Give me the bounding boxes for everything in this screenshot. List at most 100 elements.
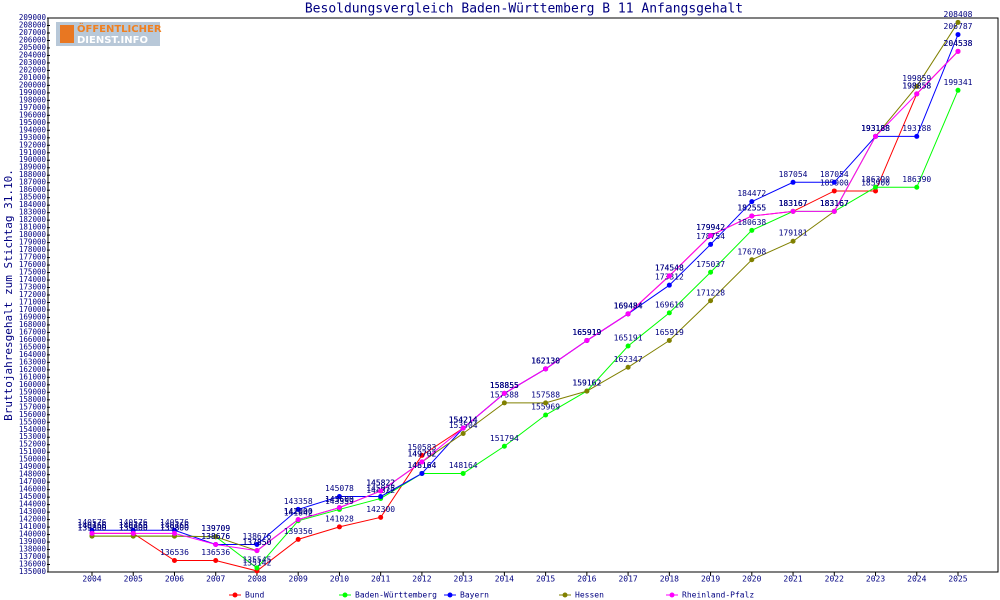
logo-icon — [60, 25, 74, 43]
data-label: 182555 — [737, 203, 766, 212]
y-tick-label: 205000 — [19, 43, 47, 52]
y-tick-label: 161000 — [19, 372, 47, 381]
data-label: 162130 — [531, 356, 560, 365]
data-label: 154214 — [449, 416, 478, 425]
data-label: 193188 — [861, 124, 890, 133]
data-point — [295, 517, 301, 523]
legend-marker — [669, 592, 675, 598]
data-label: 162347 — [614, 355, 643, 364]
data-point — [419, 459, 425, 465]
data-point — [378, 514, 384, 520]
y-tick-label: 192000 — [19, 140, 47, 149]
data-point — [543, 400, 549, 406]
data-label: 140166 — [160, 521, 189, 530]
y-tick-label: 173000 — [19, 283, 47, 292]
x-tick-label: 2008 — [247, 575, 266, 584]
data-point — [914, 91, 920, 97]
data-point — [955, 32, 961, 38]
data-label: 137850 — [242, 538, 271, 547]
data-label: 193188 — [861, 124, 890, 133]
data-label: 140166 — [78, 521, 107, 530]
y-tick-label: 187000 — [19, 178, 47, 187]
data-label: 142000 — [284, 507, 313, 516]
y-tick-label: 146000 — [19, 485, 47, 494]
data-label: 154214 — [449, 416, 478, 425]
y-tick-label: 200000 — [19, 80, 47, 89]
y-tick-label: 182000 — [19, 215, 47, 224]
y-tick-label: 190000 — [19, 155, 47, 164]
data-label: 204538 — [944, 39, 973, 48]
y-tick-label: 172000 — [19, 290, 47, 299]
data-label: 175037 — [696, 260, 725, 269]
y-tick-label: 188000 — [19, 170, 47, 179]
y-tick-label: 141000 — [19, 522, 47, 531]
y-tick-label: 199000 — [19, 88, 47, 97]
data-label: 187054 — [779, 170, 808, 179]
data-label: 165919 — [655, 328, 684, 337]
data-point — [543, 366, 549, 372]
data-point — [955, 87, 961, 93]
data-point — [213, 541, 219, 547]
x-tick-label: 2011 — [371, 575, 390, 584]
data-label: 140166 — [119, 521, 148, 530]
data-point — [419, 470, 425, 476]
y-tick-label: 208000 — [19, 20, 47, 29]
data-point — [708, 233, 714, 239]
data-point — [666, 282, 672, 288]
data-point — [460, 430, 466, 436]
y-tick-label: 139000 — [19, 537, 47, 546]
y-tick-label: 191000 — [19, 148, 47, 157]
y-tick-label: 179000 — [19, 238, 47, 247]
data-label: 184472 — [737, 189, 766, 198]
data-point — [336, 505, 342, 511]
y-tick-label: 143000 — [19, 507, 47, 516]
data-point — [749, 199, 755, 205]
data-label: 169484 — [614, 301, 643, 310]
y-tick-label: 168000 — [19, 320, 47, 329]
y-tick-label: 160000 — [19, 380, 47, 389]
y-tick-label: 165000 — [19, 342, 47, 351]
data-point — [749, 227, 755, 233]
data-point — [254, 541, 260, 547]
y-tick-label: 136000 — [19, 560, 47, 569]
data-label: 159162 — [572, 379, 601, 388]
y-tick-label: 198000 — [19, 95, 47, 104]
data-point — [336, 524, 342, 530]
series-line — [92, 22, 959, 552]
data-label: 174548 — [655, 263, 684, 272]
y-tick-label: 169000 — [19, 312, 47, 321]
data-label: 179942 — [696, 223, 725, 232]
x-tick-label: 2012 — [412, 575, 431, 584]
data-label: 162130 — [531, 356, 560, 365]
x-tick-label: 2016 — [577, 575, 596, 584]
y-tick-label: 140000 — [19, 530, 47, 539]
x-tick-label: 2007 — [206, 575, 225, 584]
y-tick-label: 170000 — [19, 305, 47, 314]
data-point — [666, 338, 672, 344]
data-label: 186390 — [902, 175, 931, 184]
data-label: 139800 — [160, 524, 189, 533]
y-tick-label: 135000 — [19, 567, 47, 576]
data-label: 183167 — [820, 199, 849, 208]
data-point — [584, 338, 590, 344]
y-tick-label: 145000 — [19, 492, 47, 501]
y-tick-label: 202000 — [19, 65, 47, 74]
data-label: 159162 — [572, 379, 601, 388]
data-label: 186390 — [861, 175, 890, 184]
data-label: 148164 — [407, 461, 436, 470]
data-label: 136536 — [160, 548, 189, 557]
data-point — [419, 452, 425, 458]
data-label: 149702 — [407, 449, 436, 458]
data-label: 141028 — [325, 514, 354, 523]
data-point — [501, 390, 507, 396]
y-tick-label: 162000 — [19, 365, 47, 374]
x-tick-label: 2018 — [660, 575, 679, 584]
data-point — [543, 412, 549, 418]
y-tick-label: 203000 — [19, 58, 47, 67]
data-point — [336, 494, 342, 500]
data-point — [584, 388, 590, 394]
y-tick-label: 189000 — [19, 163, 47, 172]
data-point — [831, 179, 837, 185]
data-point — [501, 443, 507, 449]
